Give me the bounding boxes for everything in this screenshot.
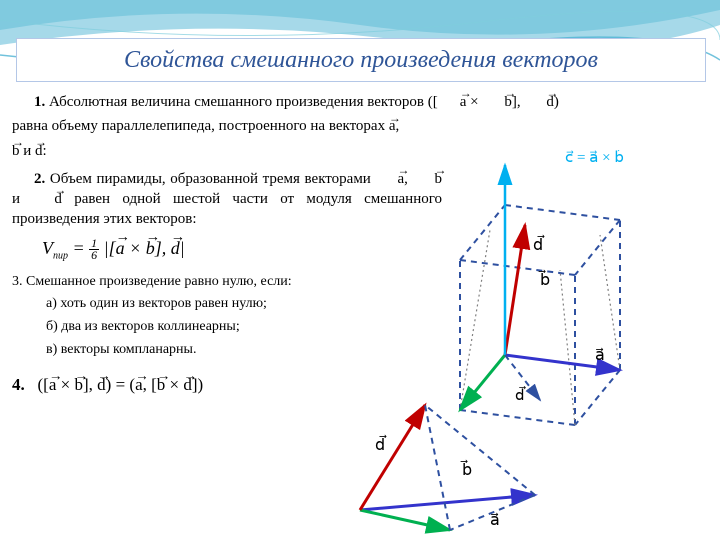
label-a-pyr: a⃗ xyxy=(490,512,500,529)
p2-text: Объем пирамиды, образованной тремя векто… xyxy=(45,171,375,187)
property-2: 2. Объем пирамиды, образованной тремя ве… xyxy=(12,169,442,230)
p1-text2: равна объему параллелепипеда, построенно… xyxy=(12,118,389,134)
label-b-box: b⃗ xyxy=(538,269,550,289)
label-b-pyr: b⃗ xyxy=(460,459,472,479)
label-a-box: a⃗ xyxy=(595,347,605,364)
label-d-pyr: d⃗ xyxy=(375,434,387,454)
label-c: c⃗ = a⃗ × b⃗ xyxy=(565,150,624,166)
p1-num: 1. xyxy=(34,94,45,110)
property-1-cont: равна объему параллелепипеда, построенно… xyxy=(12,116,702,136)
diagram-pyramid: a⃗ b⃗ d⃗ xyxy=(320,395,580,535)
p1-text: Абсолютная величина смешанного произведе… xyxy=(45,94,427,110)
p3-head: 3. Смешанное произведение равно нулю, ес… xyxy=(12,274,292,289)
p4-num: 4. xyxy=(12,375,25,394)
property-1: 1. Абсолютная величина смешанного произв… xyxy=(12,92,702,112)
label-d-box: d⃗ xyxy=(533,234,545,254)
slide-title: Свойства смешанного произведения векторо… xyxy=(16,38,706,82)
p2-text2: равен одной шестой части от модуля смеша… xyxy=(12,191,442,227)
